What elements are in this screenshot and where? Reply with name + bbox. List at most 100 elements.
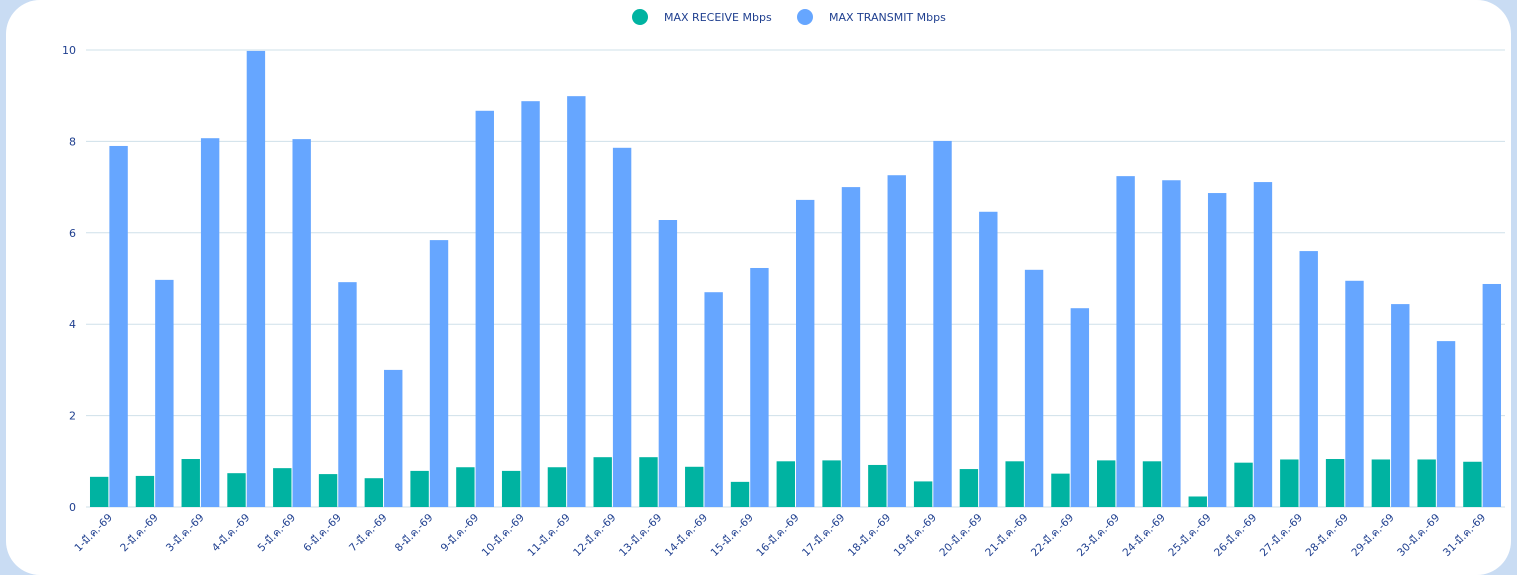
bar — [456, 467, 475, 507]
bar — [1482, 283, 1502, 507]
bar — [155, 279, 174, 507]
x-tick-label: 4-มี.ค.-69 — [209, 511, 252, 554]
x-tick-label: 1-มี.ค.-69 — [72, 511, 115, 554]
bar — [887, 175, 906, 507]
bar — [1207, 193, 1227, 507]
bar — [1345, 280, 1364, 507]
bar — [612, 147, 632, 507]
bar — [1116, 176, 1135, 507]
x-tick-label: 7-มี.ค.-69 — [346, 511, 389, 554]
bar — [868, 464, 887, 507]
bar — [1371, 459, 1391, 507]
x-tick-label: 20-มี.ค.-69 — [937, 511, 985, 559]
bar — [181, 459, 200, 507]
x-tick-label: 15-มี.ค.-69 — [708, 511, 756, 559]
bar — [1325, 459, 1345, 507]
x-tick-label: 22-มี.ค.-69 — [1028, 511, 1076, 559]
x-tick-label: 12-มี.ค.-69 — [570, 511, 618, 559]
x-tick-label: 25-มี.ค.-69 — [1166, 511, 1214, 559]
x-tick-label: 27-มี.ค.-69 — [1257, 511, 1305, 559]
x-tick-label: 24-มี.ค.-69 — [1120, 511, 1168, 559]
legend-swatch — [797, 9, 813, 25]
y-tick-label: 0 — [69, 501, 76, 514]
bar — [1097, 460, 1116, 507]
bar — [1463, 461, 1482, 507]
bar — [1253, 182, 1273, 507]
bar — [227, 473, 246, 507]
bar — [200, 138, 220, 508]
bar — [1299, 251, 1318, 507]
x-tick-label: 30-มี.ค.-69 — [1394, 511, 1442, 559]
bar — [776, 461, 795, 507]
x-tick-label: 10-มี.ค.-69 — [479, 511, 527, 559]
bar — [1162, 180, 1181, 507]
bar — [109, 145, 128, 507]
bar — [521, 101, 540, 508]
bar — [89, 476, 109, 507]
x-tick-label: 16-มี.ค.-69 — [754, 511, 802, 559]
bar — [704, 292, 723, 507]
bar — [501, 470, 521, 507]
bar — [1005, 461, 1024, 507]
bar — [1142, 461, 1162, 507]
bar — [410, 470, 429, 507]
bar — [1436, 341, 1456, 507]
bar — [292, 139, 311, 508]
bar — [913, 481, 933, 507]
bar — [730, 481, 750, 507]
bar — [1024, 269, 1044, 507]
x-tick-label: 13-มี.ค.-69 — [616, 511, 664, 559]
bar — [567, 96, 586, 508]
bar — [1051, 473, 1070, 507]
bar — [246, 50, 266, 507]
x-tick-label: 11-มี.ค.-69 — [525, 511, 573, 559]
x-tick-label: 5-มี.ค.-69 — [255, 511, 298, 554]
x-tick-label: 9-มี.ค.-69 — [438, 511, 481, 554]
bar — [547, 467, 567, 507]
y-tick-label: 10 — [62, 44, 76, 57]
legend-swatch — [632, 9, 648, 25]
bar — [338, 282, 357, 507]
bar — [1070, 308, 1090, 507]
bar — [593, 457, 612, 507]
x-tick-label: 28-มี.ค.-69 — [1303, 511, 1351, 559]
bar — [658, 220, 678, 507]
bar — [384, 369, 403, 507]
bar — [135, 475, 155, 507]
x-tick-label: 2-มี.ค.-69 — [117, 511, 160, 554]
x-tick-label: 23-มี.ค.-69 — [1074, 511, 1122, 559]
bar — [639, 457, 658, 507]
bar — [318, 474, 338, 507]
y-tick-label: 6 — [69, 227, 76, 240]
x-tick-label: 29-มี.ค.-69 — [1349, 511, 1397, 559]
bar — [429, 240, 449, 507]
bar — [273, 468, 292, 507]
y-tick-label: 2 — [69, 410, 76, 423]
x-tick-label: 3-มี.ค.-69 — [163, 511, 206, 554]
bar — [822, 460, 841, 507]
bar — [1280, 459, 1299, 507]
x-tick-label: 19-มี.ค.-69 — [891, 511, 939, 559]
x-tick-label: 6-มี.ค.-69 — [301, 511, 344, 554]
bar — [979, 211, 998, 507]
bar — [1391, 304, 1410, 507]
x-tick-label: 21-มี.ค.-69 — [982, 511, 1030, 559]
x-tick-label: 18-มี.ค.-69 — [845, 511, 893, 559]
bar — [959, 469, 979, 507]
bar — [933, 140, 952, 507]
bar — [364, 478, 384, 507]
x-tick-label: 14-มี.ค.-69 — [662, 511, 710, 559]
legend-label: MAX RECEIVE Mbps — [664, 11, 772, 24]
bar — [1417, 459, 1436, 507]
x-tick-label: 31-มี.ค.-69 — [1440, 511, 1488, 559]
bar — [1234, 462, 1253, 507]
legend-label: MAX TRANSMIT Mbps — [829, 11, 946, 24]
y-tick-label: 8 — [69, 135, 76, 148]
bar — [750, 267, 769, 507]
y-tick-label: 4 — [69, 318, 76, 331]
bar — [475, 110, 494, 507]
bar — [796, 199, 815, 507]
x-tick-label: 8-มี.ค.-69 — [392, 511, 435, 554]
